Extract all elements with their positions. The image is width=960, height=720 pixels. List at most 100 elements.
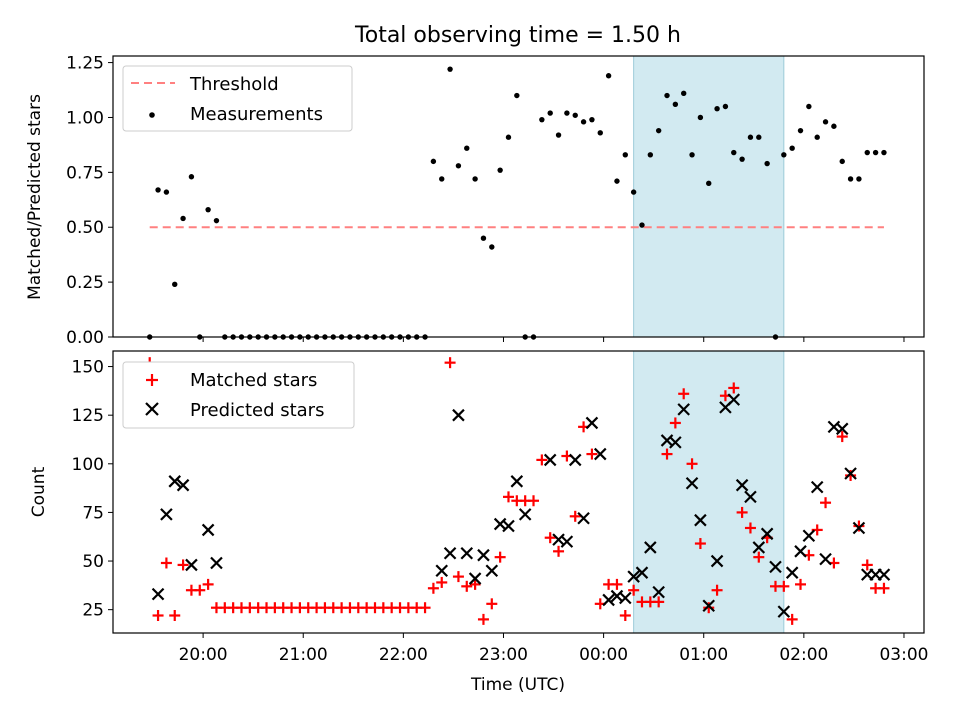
top-x-axis-ticks xyxy=(202,337,905,342)
matched-star-point xyxy=(477,613,489,625)
matched-star-point xyxy=(686,458,698,470)
bottom-x-tick-label: 21:00 xyxy=(279,645,328,665)
bottom-y-tick-label: 25 xyxy=(82,601,104,621)
measurement-point xyxy=(580,119,587,125)
predicted-star-point xyxy=(652,585,665,599)
measurement-point xyxy=(464,145,470,151)
measurement-point xyxy=(605,73,612,79)
measurement-point xyxy=(439,176,445,182)
matched-star-point xyxy=(669,417,681,429)
matched-star-point xyxy=(853,520,865,532)
predicted-star-point xyxy=(627,570,640,583)
bottom-y-axis-label: Count xyxy=(29,466,49,517)
measurement-point xyxy=(213,217,220,224)
measurement-point xyxy=(789,145,795,151)
predicted-star-point xyxy=(644,541,657,554)
predicted-star-point xyxy=(443,546,457,560)
predicted-star-point xyxy=(160,508,173,521)
measurement-point xyxy=(831,123,837,129)
measurement-point xyxy=(480,235,487,241)
predicted-star-point xyxy=(502,519,515,533)
predicted-star-point xyxy=(744,490,757,504)
predicted-star-point xyxy=(635,566,649,579)
legend-measurements-swatch xyxy=(149,112,155,118)
matched-star-point xyxy=(795,578,807,590)
top-y-tick-label: 0.50 xyxy=(66,218,104,238)
bottom-x-tick-label: 03:00 xyxy=(879,645,928,665)
measurement-point xyxy=(731,149,737,156)
measurement-point xyxy=(722,103,729,110)
matched-star-point xyxy=(469,578,481,590)
measurement-point xyxy=(655,127,662,134)
predicted-star-point xyxy=(819,552,832,566)
top-y-tick-label: 1.00 xyxy=(66,108,104,128)
predicted-star-point xyxy=(677,403,690,416)
bottom-x-tick-label: 01:00 xyxy=(679,645,728,665)
bottom-shaded-interval xyxy=(633,350,785,634)
legend-predicted-label: Predicted stars xyxy=(190,400,324,421)
matched-star-point xyxy=(544,532,556,544)
predicted-star-point xyxy=(694,513,707,527)
top-y-tick-label: 0.75 xyxy=(66,163,104,183)
measurement-point xyxy=(614,178,620,184)
matched-star-point xyxy=(444,357,456,369)
bottom-x-axis-ticks: 20:00 21:00 22:00 23:00 00:00 01:00 02:00 03:00 xyxy=(179,633,928,665)
predicted-star-point xyxy=(877,568,891,581)
bottom-y-tick-label: 150 xyxy=(72,358,104,378)
measurement-point xyxy=(597,130,603,136)
matched-star-point xyxy=(820,497,832,509)
measurement-point xyxy=(714,105,720,112)
predicted-star-point xyxy=(685,476,699,490)
measurement-point xyxy=(539,116,545,123)
matched-star-point xyxy=(528,495,540,507)
measurement-point xyxy=(472,176,478,182)
matched-star-point xyxy=(461,580,473,592)
matched-star-point xyxy=(553,545,565,557)
measurement-point xyxy=(872,149,879,156)
matched-stars-points xyxy=(144,357,890,625)
bottom-x-axis-label: Time (UTC) xyxy=(470,675,565,695)
bottom-legend-box xyxy=(122,361,355,429)
predicted-star-point xyxy=(560,535,574,548)
matched-star-point xyxy=(569,510,581,522)
measurement-point xyxy=(747,134,754,140)
matched-star-point xyxy=(661,448,673,460)
matched-star-point xyxy=(194,584,206,596)
predicted-star-point xyxy=(201,523,215,537)
top-panel: 0.00 0.25 0.50 0.75 1.00 1.25 Matched/Predict… xyxy=(25,54,925,348)
measurement-point xyxy=(455,163,462,169)
measurement-point xyxy=(163,189,170,195)
predicted-star-point xyxy=(810,480,824,494)
matched-star-point xyxy=(845,469,857,481)
measurement-point xyxy=(430,158,437,165)
predicted-star-point xyxy=(485,564,499,578)
measurement-point xyxy=(639,222,645,228)
measurement-point xyxy=(188,174,195,180)
measurement-point xyxy=(864,149,870,156)
matched-star-point xyxy=(678,388,690,400)
measurement-point xyxy=(664,92,670,99)
predicted-star-point xyxy=(669,436,682,449)
measurement-point xyxy=(814,134,820,140)
measurement-point xyxy=(806,103,812,110)
measurement-point xyxy=(489,244,495,250)
measurement-point xyxy=(756,134,762,140)
matched-star-point xyxy=(836,431,848,443)
matched-star-point xyxy=(628,584,640,596)
measurement-point xyxy=(781,152,787,158)
predicted-star-point xyxy=(435,564,449,578)
matched-star-point xyxy=(452,571,464,583)
matched-star-point xyxy=(619,609,631,621)
matched-star-point xyxy=(711,584,723,596)
figure-title: Total observing time = 1.50 h xyxy=(354,23,681,48)
predicted-star-point xyxy=(702,599,716,613)
measurement-point xyxy=(681,90,687,97)
measurement-point xyxy=(589,116,595,123)
bottom-x-tick-label: 02:00 xyxy=(779,645,828,665)
matched-star-point xyxy=(586,448,598,460)
bottom-x-tick-label: 20:00 xyxy=(179,645,228,665)
predicted-star-point xyxy=(735,478,749,492)
measurement-point xyxy=(697,114,704,121)
matched-star-point xyxy=(419,602,431,614)
